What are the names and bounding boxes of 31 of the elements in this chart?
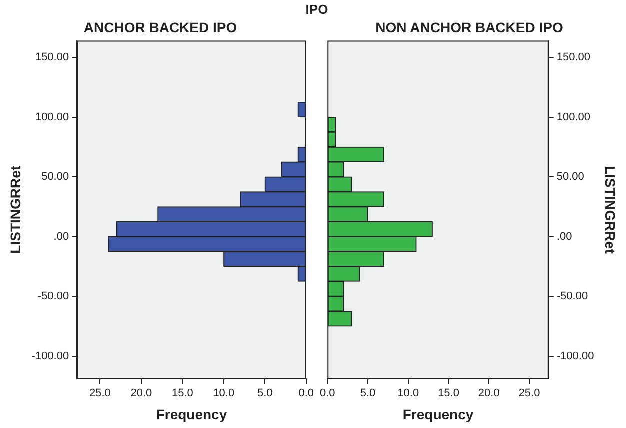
x-tick-label: 15.0 — [438, 388, 460, 400]
y-tick-label: 100.00 — [35, 111, 70, 124]
x-tick-label: 0.0 — [320, 388, 336, 400]
y-tick-label: 150.00 — [35, 52, 70, 64]
chart-title: ANCHOR BACKED IPO — [84, 19, 238, 36]
x-tick-label: 25.0 — [518, 388, 540, 400]
y-tick-label: 50.00 — [556, 171, 584, 184]
x-tick-label: 25.0 — [89, 388, 111, 400]
y-tick-label: 150.00 — [556, 52, 591, 64]
x-tick-label: 0.0 — [298, 388, 314, 400]
x-tick-label: 20.0 — [130, 388, 152, 400]
x-tick-label: 15.0 — [172, 388, 194, 400]
y-axis-title: LISTINGRRet — [7, 166, 24, 254]
x-tick-label: 20.0 — [478, 388, 500, 400]
chart-title: NON ANCHOR BACKED IPO — [376, 19, 564, 36]
y-tick-label: -50.00 — [38, 290, 70, 303]
x-tick-label: 5.0 — [257, 388, 273, 400]
x-tick-label: 10.0 — [398, 388, 420, 400]
y-tick-label: -50.00 — [556, 290, 588, 303]
x-axis-title: Frequency — [402, 406, 474, 422]
x-tick-label: 10.0 — [213, 388, 235, 400]
y-tick-label: .00 — [54, 230, 70, 243]
y-tick-label: .00 — [556, 230, 572, 243]
y-tick-label: -100.00 — [32, 350, 70, 362]
y-tick-label: 100.00 — [556, 111, 591, 124]
x-tick-label: 5.0 — [360, 388, 376, 400]
text: IPO — [304, 2, 330, 17]
x-axis-title: Frequency — [156, 406, 228, 422]
y-axis-title: LISTINGRRet — [602, 166, 619, 254]
y-tick-label: 50.00 — [42, 171, 70, 184]
y-tick-label: -100.00 — [556, 350, 594, 362]
